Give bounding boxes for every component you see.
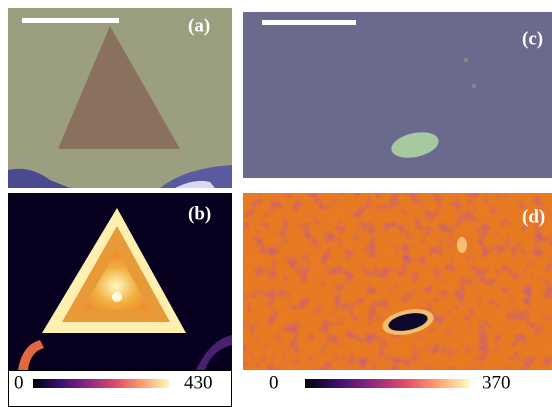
colorbar [305, 379, 470, 388]
colorbar-min: 0 [269, 372, 279, 393]
panel-d: (d) 0 370 [243, 193, 552, 407]
panel-b: (b) 0 430 [8, 193, 232, 407]
panel-c: (c) [243, 12, 552, 178]
colorbar-min: 0 [14, 372, 24, 393]
panel-a: (a) [8, 8, 232, 188]
figure: (a) (b) 0 430 (c) (d) 0 370 [0, 0, 552, 407]
panel-label: (a) [188, 15, 210, 36]
panel-label: (d) [522, 206, 545, 227]
colorbar-max: 430 [184, 372, 213, 393]
colorbar-max: 370 [482, 372, 511, 393]
panel-label: (b) [188, 203, 211, 224]
panel-label: (c) [522, 28, 543, 49]
colorbar [33, 379, 170, 388]
